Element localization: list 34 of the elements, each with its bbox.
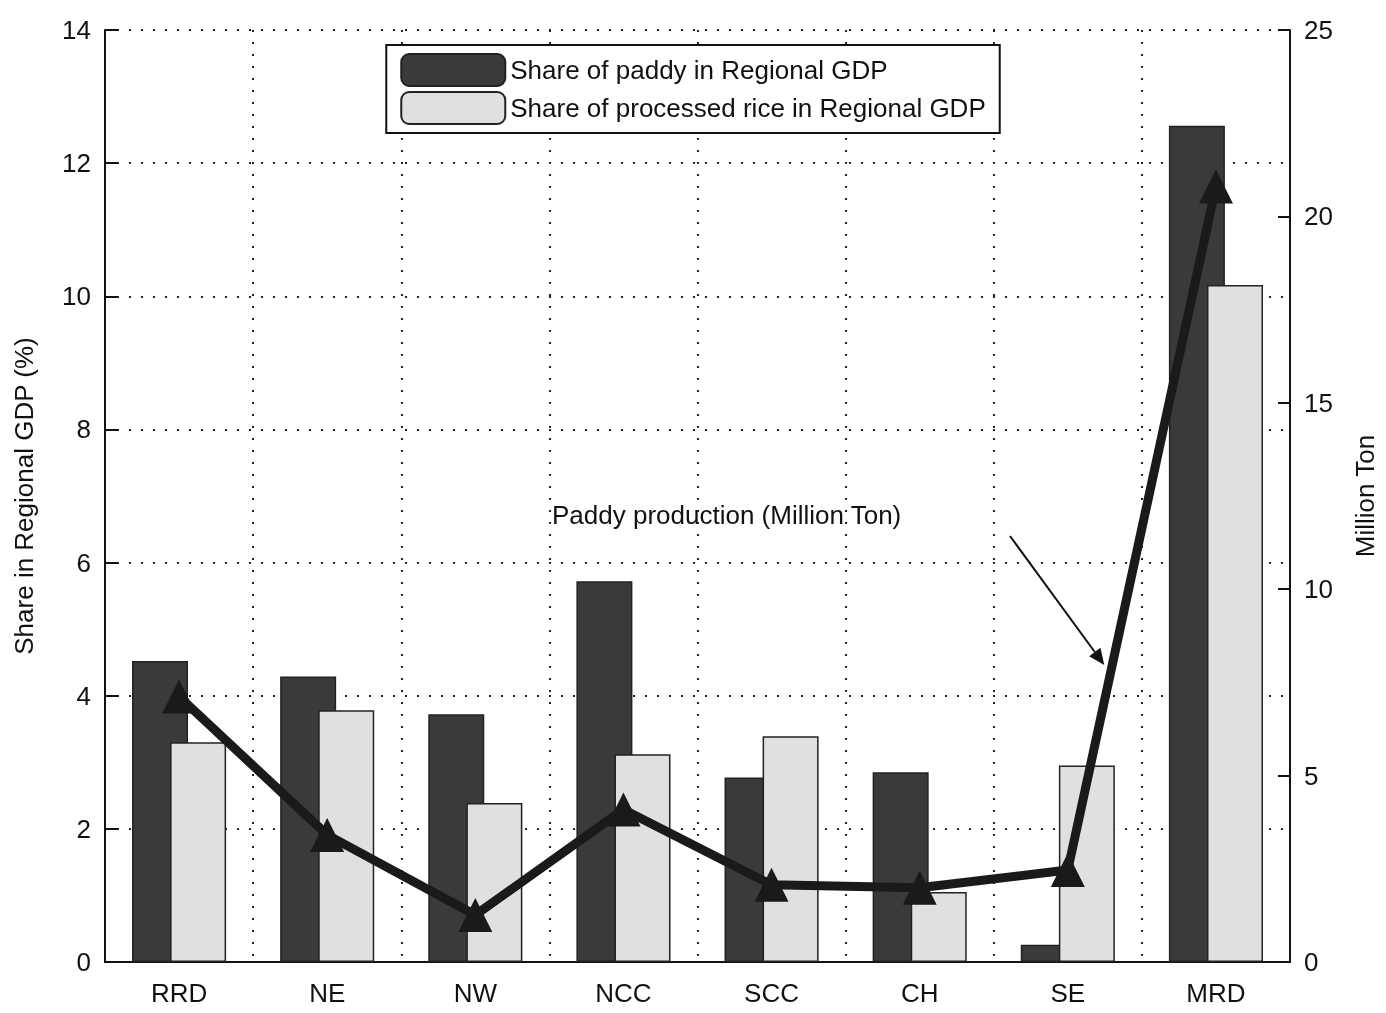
y-tick-label: 12 <box>62 148 91 179</box>
annotation: Paddy production (Million Ton) <box>552 500 902 530</box>
x-tick-label: NE <box>309 978 346 1008</box>
y-tick-label: 6 <box>76 547 91 578</box>
y-tick-label: 14 <box>62 15 91 45</box>
x-tick-label: SCC <box>744 978 800 1008</box>
x-tick-label: NCC <box>595 978 652 1008</box>
point <box>458 898 493 933</box>
y-axis-title: Share in Regional GDP (%) <box>9 337 39 655</box>
y2-tick-label: 0 <box>1304 947 1319 977</box>
point <box>310 817 345 852</box>
x-tick-label: MRD <box>1186 978 1246 1008</box>
y2-tick-label: 25 <box>1304 15 1333 45</box>
y-tick-label: 0 <box>76 947 91 977</box>
x-tick-label: SE <box>1050 978 1086 1008</box>
x-tick-label: NW <box>453 978 498 1008</box>
y2-tick-label: 10 <box>1304 574 1333 605</box>
y2-tick-label: 20 <box>1304 201 1333 232</box>
legend-label: Share of processed rice in Regional GDP <box>510 93 986 123</box>
y2-tick-label: 5 <box>1304 760 1319 791</box>
y-tick-label: 8 <box>76 414 91 445</box>
x-tick-label: RRD <box>150 978 208 1008</box>
y-tick-label: 10 <box>62 281 91 312</box>
y2-axis-title: Million Ton <box>1350 434 1380 558</box>
point <box>1050 852 1085 887</box>
y-tick-label: 2 <box>76 813 91 844</box>
point <box>754 867 789 902</box>
y-tick-label: 4 <box>76 680 91 711</box>
legend-label: Share of paddy in Regional GDP <box>510 55 888 85</box>
point <box>606 792 641 827</box>
y2-tick-label: 15 <box>1304 387 1333 418</box>
point <box>1198 169 1233 204</box>
point <box>902 870 937 905</box>
x-tick-label: CH <box>900 978 939 1008</box>
